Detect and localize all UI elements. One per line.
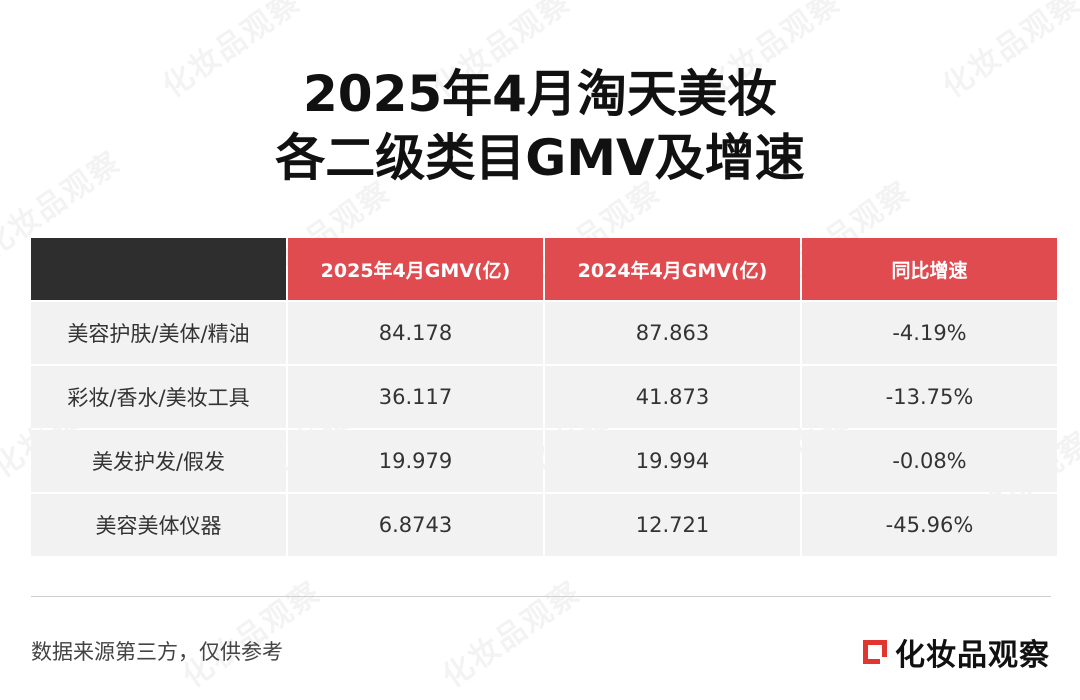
gmv-2024-cell: 19.994 (545, 430, 800, 492)
watermark-text: 化妆品观察 (172, 568, 328, 696)
gmv-2024-cell: 87.863 (545, 302, 800, 364)
gmv-2024-cell: 41.873 (545, 366, 800, 428)
category-cell: 美发护发/假发 (31, 430, 286, 492)
gmv-2025-cell: 6.8743 (288, 494, 543, 556)
gmv-2025-cell: 36.117 (288, 366, 543, 428)
brand-name: 化妆品观察 (895, 638, 1050, 673)
category-cell: 美容美体仪器 (31, 494, 286, 556)
growth-cell: -13.75% (802, 366, 1057, 428)
header-yoy-growth: 同比增速 (802, 238, 1057, 300)
title-line-2: 各二级类目GMV及增速 (275, 129, 805, 187)
logo-square-icon (863, 640, 887, 664)
header-corner-cell (31, 238, 286, 300)
gmv-2024-cell: 12.721 (545, 494, 800, 556)
table-row: 彩妆/香水/美妆工具 36.117 41.873 -13.75% (31, 366, 1057, 428)
table-header-row: 2025年4月GMV(亿) 2024年4月GMV(亿) 同比增速 (31, 238, 1057, 300)
growth-cell: -4.19% (802, 302, 1057, 364)
source-note: 数据来源第三方，仅供参考 (31, 640, 283, 664)
brand-logo: 化妆品观察 (863, 630, 1050, 674)
title-line-1: 2025年4月淘天美妆 (303, 65, 777, 123)
gmv-2025-cell: 19.979 (288, 430, 543, 492)
category-cell: 彩妆/香水/美妆工具 (31, 366, 286, 428)
table-row: 美容美体仪器 6.8743 12.721 -45.96% (31, 494, 1057, 556)
growth-cell: -0.08% (802, 430, 1057, 492)
table-row: 美容护肤/美体/精油 84.178 87.863 -4.19% (31, 302, 1057, 364)
table-row: 美发护发/假发 19.979 19.994 -0.08% (31, 430, 1057, 492)
watermark-text: 化妆品观察 (432, 568, 588, 696)
header-gmv-2025: 2025年4月GMV(亿) (288, 238, 543, 300)
gmv-2025-cell: 84.178 (288, 302, 543, 364)
footer-divider (31, 596, 1051, 597)
header-gmv-2024: 2024年4月GMV(亿) (545, 238, 800, 300)
growth-cell: -45.96% (802, 494, 1057, 556)
gmv-table: 2025年4月GMV(亿) 2024年4月GMV(亿) 同比增速 美容护肤/美体… (29, 236, 1059, 558)
page-title: 2025年4月淘天美妆 各二级类目GMV及增速 (0, 62, 1080, 190)
category-cell: 美容护肤/美体/精油 (31, 302, 286, 364)
